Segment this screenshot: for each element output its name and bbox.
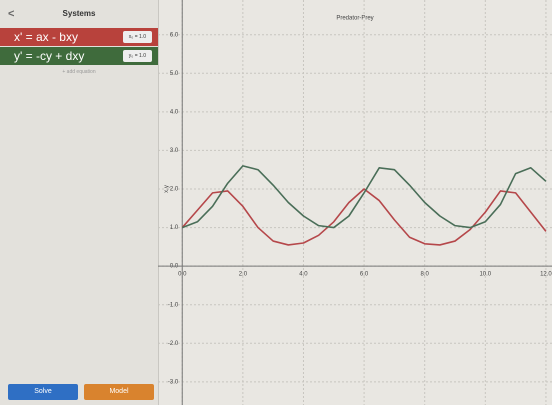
chart-title: Predator-Prey: [336, 16, 373, 22]
y-tick-label: -3.0: [168, 379, 179, 385]
equation-list: x' = ax - bxy x₀ = 1.0 y' = -cy + dxy y₀ = …: [0, 28, 158, 65]
y-tick-label: 2.0: [170, 187, 179, 193]
x-tick-label: 12.0: [540, 272, 552, 278]
y-tick-label: 3.0: [170, 148, 179, 154]
x-tick-label: 10.0: [479, 272, 491, 278]
equation-row[interactable]: x' = ax - bxy x₀ = 1.0: [0, 28, 158, 46]
y-tick-label: -2.0: [168, 341, 179, 347]
equation-row[interactable]: y' = -cy + dxy y₀ = 1.0: [0, 47, 158, 65]
y-tick-label: 0.0: [170, 264, 179, 270]
y-tick-label: 1.0: [170, 225, 179, 231]
back-button[interactable]: <: [8, 0, 14, 28]
x-tick-label: 6.0: [360, 272, 369, 278]
app: <Systems x' = ax - bxyx₀ = 1.0y' = -cy +…: [0, 0, 552, 405]
sidebar-header: < Systems: [0, 0, 158, 28]
plot: Predator-Prey 0.0 2.0 4.0 6.0 8.0 10.0 12.0 -3.…: [158, 0, 552, 405]
initial-number: 1.0: [139, 53, 146, 59]
initial-label: x₀ =: [129, 34, 138, 40]
y-tick-label: 5.0: [170, 71, 179, 77]
initial-value[interactable]: y₀ = 1.0: [123, 50, 152, 62]
y-axis-label: x,y: [164, 185, 170, 193]
x-tick-label: 2.0: [239, 272, 248, 278]
initial-number: 1.0: [139, 34, 146, 40]
x-tick-label: 4.0: [299, 272, 308, 278]
initial-value[interactable]: x₀ = 1.0: [123, 31, 152, 43]
button[interactable]: Solve: [8, 384, 78, 400]
equation-text: y' = -cy + dxy: [14, 49, 84, 63]
initial-label: y₀ =: [129, 53, 138, 59]
equation-text: x' = ax - bxy: [14, 30, 78, 44]
x-tick-label: 8.0: [421, 272, 430, 278]
y-tick-label: 6.0: [170, 32, 179, 38]
sidebar-title: Systems: [63, 9, 96, 18]
add-equation[interactable]: + add equation: [0, 69, 158, 75]
button[interactable]: Model: [84, 384, 154, 400]
y-tick-label: -1.0: [168, 302, 179, 308]
y-tick-label: 4.0: [170, 109, 179, 115]
